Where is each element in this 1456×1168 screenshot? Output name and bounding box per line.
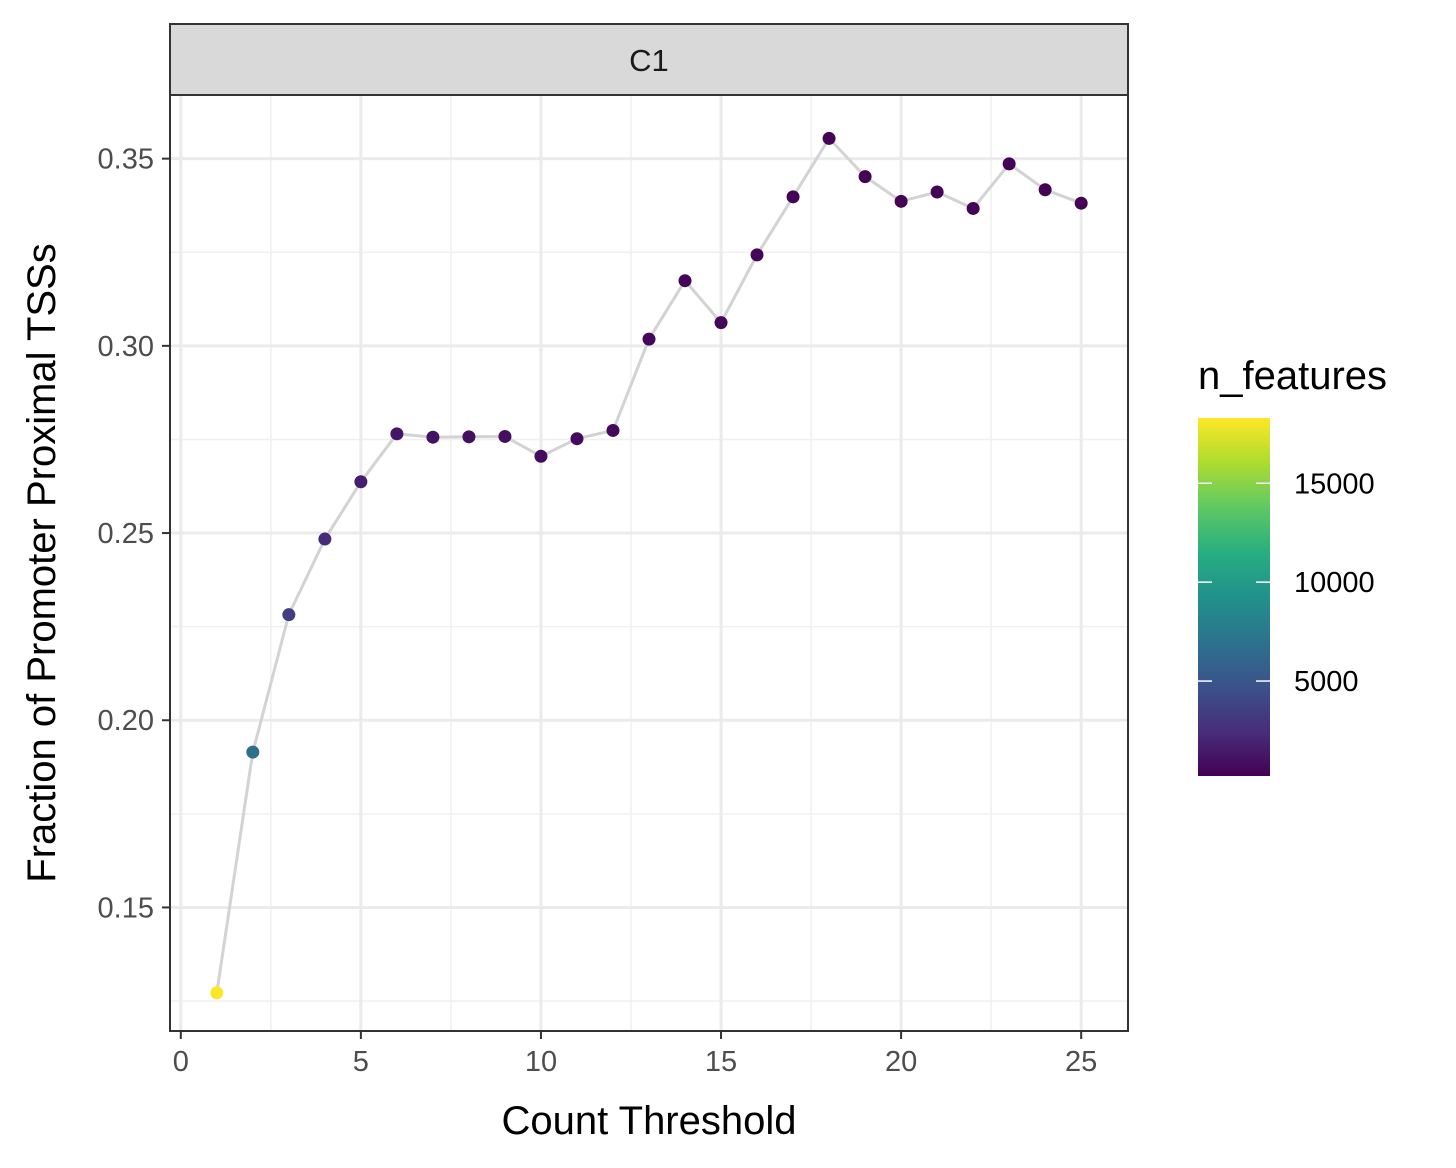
data-point: [246, 745, 260, 759]
facet-strip: C1: [169, 23, 1129, 96]
data-point: [570, 432, 584, 446]
data-point: [714, 316, 728, 330]
facet-label: C1: [629, 43, 669, 78]
data-point: [210, 986, 224, 1000]
plot-panel: [169, 94, 1129, 1032]
x-axis-title: Count Threshold: [502, 1099, 797, 1143]
data-point: [426, 430, 440, 444]
data-point: [822, 131, 836, 145]
data-point: [354, 475, 368, 489]
x-axis: 0 5 10 15 20 25: [173, 1031, 1097, 1078]
data-point: [282, 608, 296, 622]
data-point: [642, 332, 656, 346]
x-tick-label: 20: [885, 1046, 917, 1078]
data-point: [390, 427, 404, 441]
data-point: [1038, 183, 1052, 197]
data-point: [786, 190, 800, 204]
data-points: [210, 131, 1088, 1000]
y-tick-label: 0.30: [98, 331, 154, 363]
x-tick-label: 25: [1065, 1046, 1097, 1078]
data-point: [894, 194, 908, 208]
data-point: [750, 248, 764, 262]
data-point: [966, 201, 980, 215]
major-gridlines: [170, 95, 1128, 1031]
y-axis-title: Fraction of Promoter Proximal TSSs: [20, 243, 64, 882]
y-tick-label: 0.35: [98, 144, 154, 176]
minor-gridlines: [170, 95, 1128, 1031]
data-point: [498, 429, 512, 443]
x-tick-label: 0: [173, 1046, 189, 1078]
y-tick-label: 0.20: [98, 705, 154, 737]
data-point: [930, 185, 944, 199]
x-tick-label: 10: [525, 1046, 557, 1078]
x-tick-label: 15: [705, 1046, 737, 1078]
y-tick-label: 0.15: [98, 892, 154, 924]
data-point: [1002, 157, 1016, 171]
y-axis: 0.15 0.20 0.25 0.30 0.35: [98, 144, 170, 924]
legend: n_features 5000 10000 15000: [1198, 354, 1387, 776]
legend-colorbar: [1198, 418, 1270, 776]
x-tick-label: 5: [353, 1046, 369, 1078]
legend-title: n_features: [1198, 354, 1387, 398]
legend-label: 15000: [1294, 468, 1375, 500]
y-tick-label: 0.25: [98, 518, 154, 550]
panel-background: [170, 95, 1128, 1031]
data-point: [318, 532, 332, 546]
data-point: [606, 423, 620, 437]
legend-ticks: 5000 10000 15000: [1198, 468, 1375, 698]
legend-label: 5000: [1294, 666, 1359, 698]
data-point: [1074, 196, 1088, 210]
panel-border: [169, 94, 1129, 1032]
facet-strip-background: [169, 23, 1129, 96]
data-point: [462, 430, 476, 444]
data-point: [858, 170, 872, 184]
legend-label: 10000: [1294, 567, 1375, 599]
data-point: [534, 449, 548, 463]
data-point: [678, 274, 692, 288]
